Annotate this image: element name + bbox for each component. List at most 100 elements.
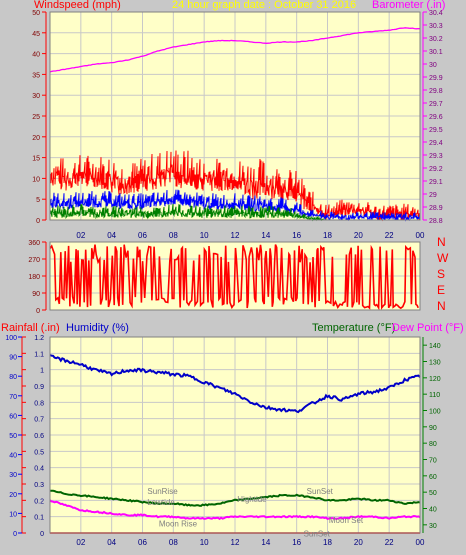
astro-annotation: Moon Rise bbox=[159, 519, 198, 528]
rainfall-tick-label: 0.8 bbox=[34, 400, 44, 407]
windspeed-axis: 0 5 10 15 20 25 30 35 40 45 50 bbox=[32, 10, 47, 225]
humidity-tick-label: 80 bbox=[9, 374, 17, 381]
astro-annotation: Hightide bbox=[237, 495, 267, 504]
rainfall-axis: 0 0.1 0.2 0.3 0.4 0.5 0.6 0.7 0.8 0.9 1 1.1 1.2 bbox=[21, 335, 44, 538]
wind-hour-label: 04 bbox=[107, 231, 116, 240]
windspeed-tick-label: 30 bbox=[32, 93, 40, 100]
barometer-axis: 28.8 28.9 29 29.1 29.2 29.3 29.4 29.5 29.6 29.7 29… bbox=[422, 10, 443, 225]
wind-plot-border bbox=[49, 11, 421, 221]
barometer-tick-label: 30.1 bbox=[429, 49, 443, 56]
temperature-tick-label: 100 bbox=[429, 409, 441, 416]
barometer-tick-label: 30.3 bbox=[429, 23, 443, 30]
astro-annotation: SunSet bbox=[307, 487, 334, 496]
barometer-tick-label: 29.1 bbox=[429, 179, 443, 186]
temp-hour-axis: 02 04 06 08 10 12 14 16 18 20 22 00 bbox=[76, 538, 425, 547]
compass-label: S bbox=[437, 267, 445, 281]
temp-hour-label: 18 bbox=[323, 538, 332, 547]
temperature-axis-label: Temperature (°F) bbox=[312, 322, 395, 334]
humidity-tick-label: 0 bbox=[13, 531, 17, 538]
humidity-tick-label: 10 bbox=[9, 511, 17, 518]
humidity-tick-label: 50 bbox=[9, 433, 17, 440]
barometer-tick-label: 30.4 bbox=[429, 10, 443, 17]
wind-gust-line bbox=[49, 150, 421, 222]
barometer-tick-label: 29.4 bbox=[429, 140, 443, 147]
wind-avg-line bbox=[49, 189, 421, 222]
rainfall-tick-label: 0 bbox=[40, 531, 44, 538]
barometer-tick-label: 29.9 bbox=[429, 75, 443, 82]
barometer-tick-label: 29.7 bbox=[429, 101, 443, 108]
direction-tick-label: 270 bbox=[28, 257, 40, 264]
barometer-tick-label: 29.6 bbox=[429, 114, 443, 121]
temp-hour-label: 16 bbox=[292, 538, 301, 547]
compass-label: E bbox=[437, 283, 445, 297]
direction-line bbox=[49, 244, 419, 311]
wind-hour-label: 16 bbox=[292, 231, 301, 240]
wind-low-line bbox=[49, 204, 420, 222]
windspeed-axis-label: Windspeed (mph) bbox=[34, 0, 121, 11]
temperature-tick-label: 50 bbox=[429, 490, 437, 497]
humidity-tick-label: 40 bbox=[9, 453, 17, 460]
temp-hour-label: 12 bbox=[231, 538, 240, 547]
windspeed-tick-label: 10 bbox=[32, 176, 40, 183]
wind-hour-label: 14 bbox=[261, 231, 270, 240]
astro-annotation: Lowtide bbox=[147, 498, 175, 507]
rainfall-tick-label: 0.7 bbox=[34, 417, 44, 424]
astro-annotations: SunRise Lowtide Moon Rise Hightide SunSet Moo… bbox=[147, 487, 364, 538]
temp-hour-label: 00 bbox=[416, 538, 425, 547]
humidity-tick-label: 20 bbox=[9, 492, 17, 499]
windspeed-tick-label: 0 bbox=[36, 218, 40, 225]
humidity-tick-label: 60 bbox=[9, 413, 17, 420]
humidity-tick-label: 70 bbox=[9, 394, 17, 401]
barometer-tick-label: 30.2 bbox=[429, 36, 443, 43]
barometer-tick-label: 29 bbox=[429, 192, 437, 199]
wind-hour-label: 18 bbox=[323, 231, 332, 240]
wind-hour-label: 22 bbox=[385, 231, 394, 240]
temperature-tick-label: 90 bbox=[429, 425, 437, 432]
windspeed-tick-label: 40 bbox=[32, 52, 40, 59]
humidity-axis: 0 10 20 30 40 50 60 70 80 90 100 bbox=[5, 335, 22, 538]
direction-tick-label: 360 bbox=[28, 240, 40, 247]
graph-title: 24 hour graph date : October 31 2016 bbox=[172, 0, 356, 11]
rainfall-tick-label: 0.9 bbox=[34, 384, 44, 391]
wind-hour-label: 20 bbox=[354, 231, 363, 240]
barometer-tick-label: 28.9 bbox=[429, 205, 443, 212]
temperature-tick-label: 70 bbox=[429, 458, 437, 465]
rainfall-tick-label: 0.5 bbox=[34, 449, 44, 456]
temp-hour-label: 14 bbox=[261, 538, 270, 547]
rainfall-tick-label: 0.4 bbox=[34, 466, 44, 473]
temperature-tick-label: 80 bbox=[429, 441, 437, 448]
temperature-axis: 30 40 50 60 70 80 90 100 110 120 130 140 bbox=[422, 337, 441, 533]
temp-hour-label: 06 bbox=[138, 538, 147, 547]
rainfall-tick-label: 0.3 bbox=[34, 482, 44, 489]
rainfall-axis-label: Rainfall (.in) bbox=[1, 322, 60, 334]
direction-tick-label: 180 bbox=[28, 274, 40, 281]
direction-plot-border bbox=[49, 241, 421, 311]
compass-label: N bbox=[437, 299, 446, 313]
temperature-tick-label: 60 bbox=[429, 474, 437, 481]
temp-plot-border bbox=[49, 336, 421, 534]
temperature-tick-label: 120 bbox=[429, 376, 441, 383]
rainfall-tick-label: 0.1 bbox=[34, 515, 44, 522]
temperature-tick-label: 30 bbox=[429, 523, 437, 530]
direction-axis: 0 90 180 270 360 bbox=[28, 240, 47, 315]
barometer-tick-label: 29.5 bbox=[429, 127, 443, 134]
temp-hour-label: 08 bbox=[169, 538, 178, 547]
windspeed-tick-label: 5 bbox=[36, 197, 40, 204]
humidity-axis-label: Humidity (%) bbox=[66, 322, 129, 334]
compass-label: N bbox=[437, 235, 446, 249]
wind-series bbox=[49, 27, 421, 222]
barometer-tick-label: 29.2 bbox=[429, 166, 443, 173]
barometer-tick-label: 29.3 bbox=[429, 153, 443, 160]
wind-hour-label: 12 bbox=[231, 231, 240, 240]
wind-hour-label: 08 bbox=[169, 231, 178, 240]
wind-hour-label: 10 bbox=[200, 231, 209, 240]
rainfall-tick-label: 1 bbox=[40, 368, 44, 375]
direction-tick-label: 0 bbox=[36, 308, 40, 315]
wind-hour-axis: 02 04 06 08 10 12 14 16 18 20 22 00 bbox=[76, 231, 425, 240]
rainfall-tick-label: 1.2 bbox=[34, 335, 44, 342]
humidity-tick-label: 100 bbox=[5, 335, 17, 342]
windspeed-tick-label: 15 bbox=[32, 156, 40, 163]
dewpoint-line bbox=[49, 499, 421, 521]
windspeed-tick-label: 35 bbox=[32, 72, 40, 79]
